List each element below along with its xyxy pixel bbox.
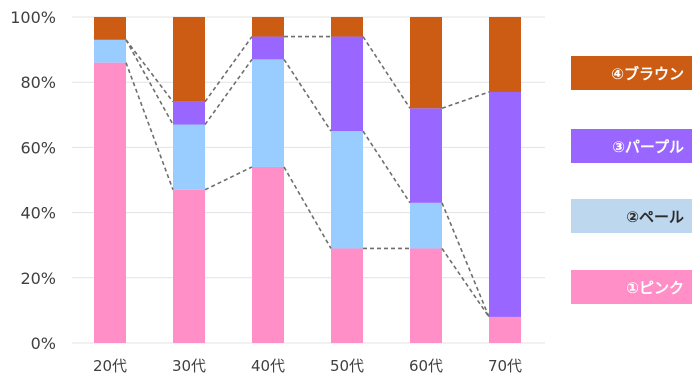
bar-segment — [252, 17, 284, 37]
connector-line — [362, 130, 411, 204]
x-category-label: 30代 — [172, 357, 206, 375]
bar-segment — [489, 17, 521, 92]
y-tick-label: 0% — [31, 334, 56, 353]
connector-line — [125, 39, 174, 125]
connector-line — [204, 36, 253, 103]
bar-segment — [331, 17, 363, 37]
y-tick-label: 80% — [20, 73, 56, 92]
connector-line — [204, 58, 253, 126]
bar-segment — [410, 248, 442, 343]
connector-line — [204, 166, 253, 191]
bar-segment — [173, 101, 205, 125]
bar-segment — [410, 202, 442, 249]
bar-segment — [173, 124, 205, 190]
bar-segment — [252, 36, 284, 60]
bar-segment — [94, 39, 126, 63]
legend-swatch — [571, 270, 692, 304]
legend: ④ブラウン ③パープル ②ペール ①ピンク — [571, 56, 692, 304]
bar-segment — [489, 316, 521, 343]
y-tick-label: 60% — [20, 138, 56, 157]
x-category-label: 70代 — [488, 357, 522, 375]
y-tick-label: 40% — [20, 204, 56, 223]
connector-line — [125, 62, 174, 191]
gridlines — [72, 16, 545, 344]
legend-swatch — [571, 199, 692, 233]
legend-label: ②ペール — [626, 208, 684, 226]
legend-swatch — [571, 129, 692, 163]
connector-line — [283, 166, 332, 249]
connector-line — [441, 91, 490, 110]
x-category-label: 50代 — [330, 357, 364, 375]
bar-segment — [410, 17, 442, 109]
x-axis-category-labels: 20代 30代 40代 50代 60代 70代 — [93, 357, 522, 375]
legend-swatch — [571, 56, 692, 90]
x-category-label: 60代 — [409, 357, 443, 375]
x-category-label: 40代 — [251, 357, 285, 375]
connector-line — [441, 202, 490, 318]
bar-segment — [252, 166, 284, 343]
legend-label: ④ブラウン — [611, 65, 684, 83]
x-category-label: 20代 — [93, 357, 127, 375]
bar-segment — [331, 248, 363, 343]
y-tick-label: 100% — [10, 8, 56, 27]
connector-lines — [125, 35, 490, 318]
bar-segment — [331, 131, 363, 249]
bar-segment — [94, 17, 126, 40]
bar-segment — [410, 108, 442, 203]
bar-segment — [331, 36, 363, 132]
bar-segment — [173, 189, 205, 343]
bars — [94, 17, 521, 343]
legend-label: ③パープル — [612, 138, 684, 156]
bar-segment — [173, 17, 205, 102]
bar-segment — [489, 91, 521, 317]
y-tick-label: 20% — [20, 269, 56, 288]
bar-segment — [94, 62, 126, 343]
connector-line — [283, 58, 332, 132]
connector-line — [362, 36, 411, 109]
connector-line — [441, 248, 490, 318]
connector-line — [125, 39, 174, 103]
y-axis-tick-labels: 0% 20% 40% 60% 80% 100% — [10, 8, 56, 353]
legend-label: ①ピンク — [626, 279, 684, 297]
bar-segment — [252, 59, 284, 167]
